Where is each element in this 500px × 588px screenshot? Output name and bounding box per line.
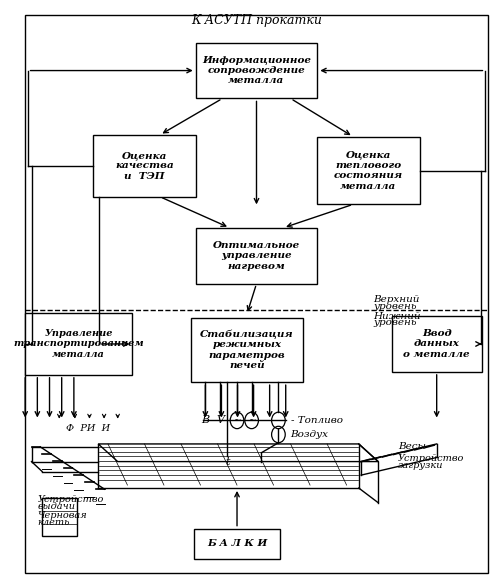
Text: Оценка
качества
и  ТЭП: Оценка качества и ТЭП [115, 151, 174, 181]
Text: Верхний: Верхний [374, 295, 420, 305]
Text: Оценка
теплового
состояния
металла: Оценка теплового состояния металла [334, 151, 403, 191]
Bar [194, 529, 280, 559]
Bar [318, 137, 420, 205]
Text: К АСУТП прокатки: К АСУТП прокатки [191, 14, 322, 27]
Bar [392, 316, 482, 372]
Text: ~: ~ [234, 416, 241, 425]
Text: Ф  РИ  И: Ф РИ И [66, 423, 110, 433]
Text: Управление
транспортированием
металла: Управление транспортированием металла [14, 329, 144, 359]
Text: В: В [202, 415, 209, 426]
Text: Б А Л К И: Б А Л К И [207, 539, 267, 549]
Text: Стабилизация
режимных
параметров
печей: Стабилизация режимных параметров печей [200, 329, 294, 370]
Text: Черновая: Черновая [38, 510, 87, 520]
Text: Воздух: Воздух [290, 430, 329, 439]
Text: уровень: уровень [374, 318, 417, 328]
Text: V: V [216, 415, 224, 426]
Text: Весы: Весы [398, 442, 425, 452]
Text: t: t [225, 456, 230, 467]
Text: Информационное
сопровождение
металла: Информационное сопровождение металла [202, 56, 311, 85]
Text: выдачи: выдачи [38, 502, 76, 512]
Text: клеть: клеть [38, 517, 70, 527]
Text: загрузки: загрузки [398, 461, 443, 470]
Bar [94, 135, 196, 197]
Text: уровень: уровень [374, 302, 417, 311]
Bar [42, 498, 78, 536]
Text: - Топливо: - Топливо [290, 416, 343, 425]
Text: Устройство: Устройство [38, 495, 104, 505]
Text: Устройство: Устройство [398, 454, 464, 463]
Bar [191, 318, 303, 382]
Text: Оптимальное
управление
нагревом: Оптимальное управление нагревом [213, 241, 300, 270]
Bar [196, 43, 318, 99]
Text: Ввод
данных
о металле: Ввод данных о металле [404, 329, 470, 359]
Text: ~: ~ [248, 416, 256, 425]
Bar [25, 313, 132, 375]
Text: Нижний: Нижний [374, 312, 421, 321]
Bar [196, 228, 318, 284]
